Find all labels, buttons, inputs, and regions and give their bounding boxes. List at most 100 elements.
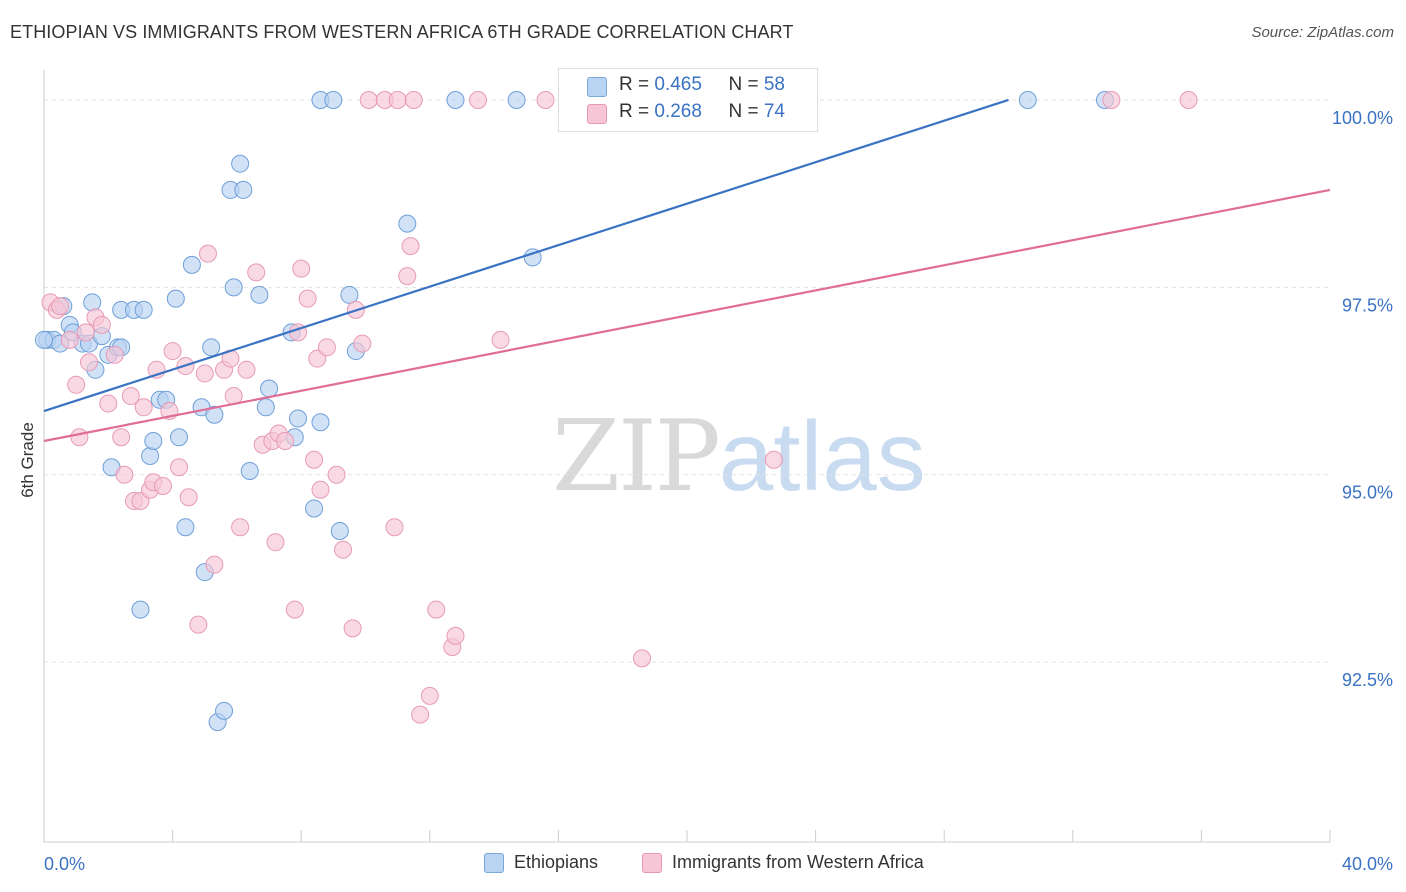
legend-blue-r-value: 0.465 bbox=[654, 74, 702, 95]
source-label: Source: ZipAtlas.com bbox=[1251, 24, 1394, 41]
western-africa-point bbox=[105, 345, 124, 364]
ethiopian-point bbox=[176, 518, 195, 537]
ethiopian-point bbox=[311, 413, 330, 432]
western-africa-point bbox=[198, 244, 217, 263]
legend-swatch-pink bbox=[587, 104, 607, 124]
chart-title: ETHIOPIAN VS IMMIGRANTS FROM WESTERN AFR… bbox=[10, 22, 794, 42]
watermark-zip: ZIP bbox=[552, 400, 721, 514]
western-africa-point bbox=[163, 342, 182, 361]
western-africa-point bbox=[70, 428, 89, 447]
y-tick-label: 92.5% bbox=[1342, 670, 1393, 690]
western-africa-point bbox=[80, 353, 99, 372]
y-tick-label: 97.5% bbox=[1342, 295, 1393, 315]
y-tick-label: 100.0% bbox=[1332, 108, 1393, 128]
western-africa-point bbox=[411, 705, 430, 724]
western-africa-point bbox=[305, 450, 324, 469]
western-africa-point bbox=[764, 450, 783, 469]
ethiopian-point bbox=[170, 428, 189, 447]
ethiopian-point bbox=[250, 285, 269, 304]
western-africa-point bbox=[311, 480, 330, 499]
western-africa-point bbox=[446, 626, 465, 645]
western-africa-point bbox=[237, 360, 256, 379]
ethiopian-point bbox=[134, 300, 153, 319]
bottom-legend-western-africa: Immigrants from Western Africa bbox=[672, 852, 924, 872]
western-africa-point bbox=[401, 237, 420, 256]
legend-pink-r-label: R = bbox=[619, 101, 655, 122]
ethiopian-point bbox=[141, 447, 160, 465]
ethiopian-point bbox=[240, 461, 259, 480]
western-africa-point bbox=[298, 289, 317, 308]
ethiopian-point bbox=[340, 285, 359, 304]
western-africa-point bbox=[491, 330, 510, 349]
western-africa-point bbox=[189, 615, 208, 634]
ethiopian-point bbox=[224, 278, 243, 297]
watermark: ZIPatlas bbox=[552, 400, 926, 514]
western-africa-point bbox=[51, 297, 70, 316]
western-africa-point bbox=[333, 540, 352, 559]
ethiopian-point bbox=[260, 379, 279, 398]
western-africa-point bbox=[112, 428, 131, 447]
western-africa-point bbox=[285, 600, 304, 619]
ethiopian-point bbox=[131, 600, 150, 619]
legend-swatch-blue bbox=[587, 77, 607, 97]
western-africa-point bbox=[99, 394, 118, 413]
ethiopian-point bbox=[205, 405, 224, 424]
ethiopian-point bbox=[202, 338, 221, 357]
legend-row-blue: R = 0.465 N = 58 bbox=[619, 74, 785, 100]
ethiopian-point bbox=[507, 90, 526, 109]
western-africa-point bbox=[385, 518, 404, 537]
ethiopian-point bbox=[398, 214, 417, 233]
western-africa-point bbox=[115, 465, 134, 484]
western-africa-point bbox=[67, 375, 86, 394]
western-africa-point bbox=[92, 315, 111, 334]
legend-pink-n-label: N = bbox=[728, 101, 764, 122]
western-africa-point bbox=[536, 90, 555, 109]
legend-pink-n-value: 74 bbox=[763, 101, 785, 122]
western-africa-point bbox=[153, 476, 172, 495]
ethiopian-point bbox=[231, 154, 250, 173]
western-africa-point bbox=[76, 323, 95, 342]
western-africa-point bbox=[343, 619, 362, 638]
ethiopian-point bbox=[83, 293, 102, 312]
ethiopian-point bbox=[256, 398, 275, 417]
western-africa-point bbox=[420, 686, 439, 705]
ethiopian-point bbox=[215, 701, 234, 720]
x-tick-label: 0.0% bbox=[44, 854, 85, 874]
bottom-legend-swatch-blue bbox=[484, 853, 504, 873]
ethiopian-point bbox=[305, 499, 324, 518]
western-africa-point bbox=[632, 649, 651, 668]
western-africa-point bbox=[266, 533, 285, 552]
legend-pink-r-value: 0.268 bbox=[654, 101, 702, 122]
y-tick-label: 95.0% bbox=[1342, 483, 1393, 503]
ethiopian-point bbox=[234, 180, 253, 199]
ethiopian-point bbox=[324, 90, 343, 109]
ethiopian-trendline bbox=[43, 98, 1009, 413]
western-africa-trendline bbox=[43, 188, 1331, 443]
ethiopian-point bbox=[446, 90, 465, 109]
western-africa-point bbox=[60, 330, 79, 349]
western-africa-point bbox=[292, 259, 311, 278]
ethiopian-point bbox=[182, 255, 201, 274]
western-africa-point bbox=[1179, 90, 1198, 109]
western-africa-point bbox=[317, 338, 336, 357]
ethiopian-point bbox=[166, 289, 185, 308]
ethiopian-point bbox=[330, 521, 349, 540]
legend-blue-n-value: 58 bbox=[763, 74, 785, 95]
western-africa-point bbox=[170, 458, 189, 477]
bottom-legend-ethiopians: Ethiopians bbox=[514, 852, 599, 872]
western-africa-point bbox=[179, 488, 198, 507]
western-africa-point bbox=[247, 263, 266, 282]
western-africa-point bbox=[398, 267, 417, 286]
western-africa-point bbox=[134, 398, 153, 417]
x-tick-label: 40.0% bbox=[1342, 854, 1393, 874]
western-africa-point bbox=[327, 465, 346, 484]
legend-blue-r-label: R = bbox=[619, 74, 655, 95]
western-africa-point bbox=[388, 90, 407, 109]
legend-blue-n-label: N = bbox=[728, 74, 764, 95]
western-africa-point bbox=[359, 90, 378, 109]
legend-row-pink: R = 0.268 N = 74 bbox=[619, 101, 785, 127]
ethiopian-point bbox=[144, 432, 163, 451]
western-africa-point bbox=[121, 387, 140, 406]
ethiopian-point bbox=[1018, 90, 1037, 109]
